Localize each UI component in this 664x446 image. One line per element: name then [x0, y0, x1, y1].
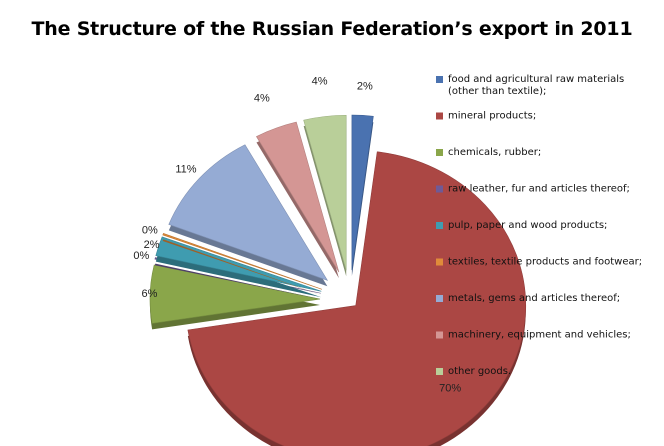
legend-swatch — [436, 149, 443, 156]
chart-title: The Structure of the Russian Federation’… — [31, 18, 633, 40]
slice-value-label: 11% — [175, 164, 196, 176]
legend: food and agricultural raw materials (othe… — [436, 74, 642, 377]
pie-slice — [168, 144, 329, 281]
pie-slice — [149, 264, 321, 324]
legend-swatch — [436, 185, 443, 193]
legend-swatch — [436, 331, 443, 339]
slice-value-label: 2% — [144, 239, 160, 251]
legend-swatch — [436, 222, 443, 229]
slice-value-label: 70% — [439, 382, 461, 394]
pie-slice-depth — [162, 239, 322, 296]
slice-value-label: 2% — [357, 80, 373, 92]
legend-label: food and agricultural raw materials (othe… — [448, 74, 624, 97]
pie-slice — [303, 114, 347, 271]
legend-swatch — [436, 295, 443, 302]
legend-label: pulp, paper and wood products; — [448, 220, 607, 231]
legend-label: other goods. — [448, 366, 511, 377]
pie-slice — [162, 233, 323, 290]
slice-value-label: 6% — [142, 288, 158, 300]
legend-label: raw leather, fur and articles thereof; — [448, 184, 630, 195]
legend-label: mineral products; — [448, 111, 536, 122]
legend-label: chemicals, rubber; — [448, 147, 541, 158]
pie-slice-depth — [154, 263, 321, 300]
legend-label: machinery, equipment and vehicles; — [448, 330, 631, 341]
pie-slice — [256, 121, 340, 273]
slice-value-label: 0% — [133, 250, 149, 262]
legend-label: textiles, textile products and footwear; — [448, 257, 642, 268]
legend-swatch — [436, 76, 443, 83]
legend-swatch — [436, 368, 443, 375]
slice-value-label: 4% — [312, 76, 328, 88]
pie-slice — [351, 114, 374, 271]
slice-value-label: 4% — [254, 92, 270, 104]
legend-swatch — [436, 112, 443, 120]
pie-slice — [155, 236, 322, 292]
legend-label: metals, gems and articles thereof; — [448, 293, 620, 304]
slice-value-label: 0% — [142, 224, 158, 236]
legend-swatch — [436, 258, 443, 266]
